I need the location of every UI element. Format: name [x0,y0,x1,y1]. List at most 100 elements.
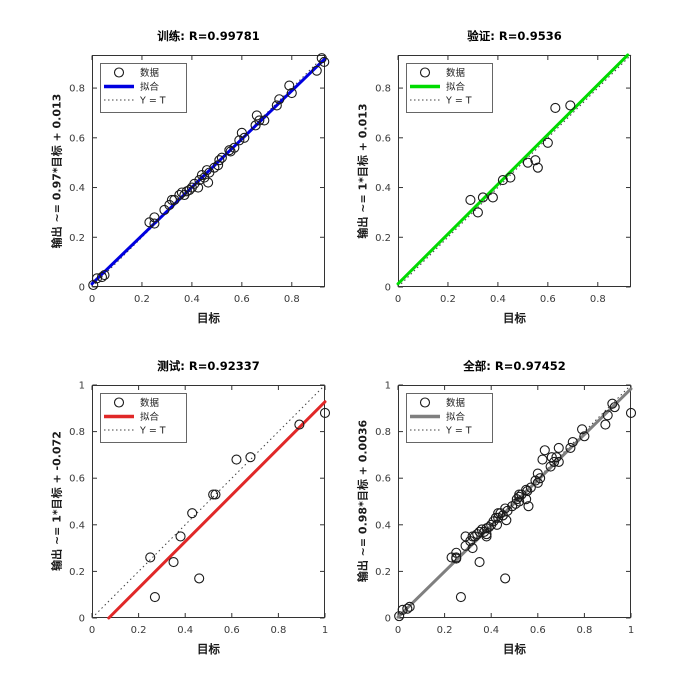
data-point [553,442,564,453]
identity-line [397,54,632,288]
data-point [532,477,543,488]
data-point [567,437,578,448]
data-point [397,604,408,615]
data-point [507,501,518,512]
data-point [99,270,110,281]
data-point [451,552,462,563]
data-point [487,192,498,203]
data-point [481,531,492,542]
data-point [149,212,160,223]
x-axis-label-all: 目标 [503,642,526,656]
y-tick-label: 0.8 [375,84,391,95]
data-point [214,155,225,166]
y-tick-label: 1 [79,381,85,392]
x-tick-label: 0.6 [234,294,250,305]
data-point [577,424,588,435]
data-point [472,207,483,218]
x-tick-label: 0 [89,294,95,305]
y-tick-label: 0.6 [375,133,391,144]
legend-fit-label: 拟合 [446,81,466,93]
legend-data-marker-icon [113,67,125,78]
y-tick-label: 0.6 [69,474,85,485]
data-point [145,552,156,563]
data-point [467,543,478,554]
data-point [319,56,330,68]
data-point [216,152,227,163]
x-tick-label: 0 [395,625,401,636]
data-point [625,407,637,419]
data-point [229,142,240,153]
data-point [522,157,533,168]
data-point [465,194,476,206]
x-tick-label: 1 [628,625,634,636]
x-tick-label: 0 [395,294,401,305]
data-point [535,473,546,484]
data-point [224,145,235,156]
y-tick-label: 0.4 [375,183,391,194]
data-point [225,146,236,157]
data-point [460,531,471,542]
plot-title-all: 全部: R=0.97452 [463,359,566,373]
y-tick-label: 0.6 [375,474,391,485]
y-tick-label: 0.2 [375,567,391,578]
y-tick-label: 0 [79,614,85,625]
legend-identity-label: Y = T [139,426,166,437]
x-tick-label: 0.2 [134,294,150,305]
data-point [551,452,562,463]
data-point [271,100,282,111]
legend-fit-label: 拟合 [140,411,160,423]
plot-box [92,55,325,287]
data-point [474,557,485,568]
y-tick-label: 0.6 [69,133,85,144]
fit-line [396,53,630,286]
data-point [497,175,508,186]
data-point [236,127,247,138]
x-tick-label: 0.4 [184,294,200,305]
legend-data-label: 数据 [140,67,160,79]
x-tick-label: 0.6 [540,294,556,305]
data-point [530,155,541,166]
data-point [149,591,160,603]
data-point [181,186,192,197]
data-point [201,165,212,176]
data-point [542,137,553,148]
data-point [497,510,508,521]
data-point [607,398,618,409]
fit-line [90,57,327,286]
x-axis-label-train: 目标 [197,311,220,325]
y-tick-label: 0.8 [69,427,85,438]
x-tick-label: 0.2 [437,625,453,636]
data-point [532,162,543,173]
x-tick-label: 0.8 [284,294,300,305]
legend-data-label: 数据 [446,67,466,79]
fit-line [107,400,327,620]
y-tick-label: 0 [385,283,391,294]
y-tick-label: 1 [385,381,391,392]
subplot-test: 测试: R=0.92337 输出 ~= 1*目标 + -0.072 目标 0 0.… [51,359,331,656]
x-tick-label: 0.8 [270,625,286,636]
data-point [149,218,160,229]
data-point [530,475,541,486]
data-point [565,100,576,111]
data-point [549,456,560,467]
subplot-train: 训练: R=0.99781 输出 ~= 0.97*目标 + 0.013 目标 0… [51,29,330,325]
legend-identity-label: Y = T [139,96,166,107]
plot-box [92,385,325,618]
data-point [239,132,250,143]
data-point [193,182,204,193]
data-point [522,485,533,497]
x-tick-label: 0.6 [530,625,546,636]
x-tick-label: 0 [89,625,95,636]
data-point [208,489,219,500]
data-point [166,194,177,206]
